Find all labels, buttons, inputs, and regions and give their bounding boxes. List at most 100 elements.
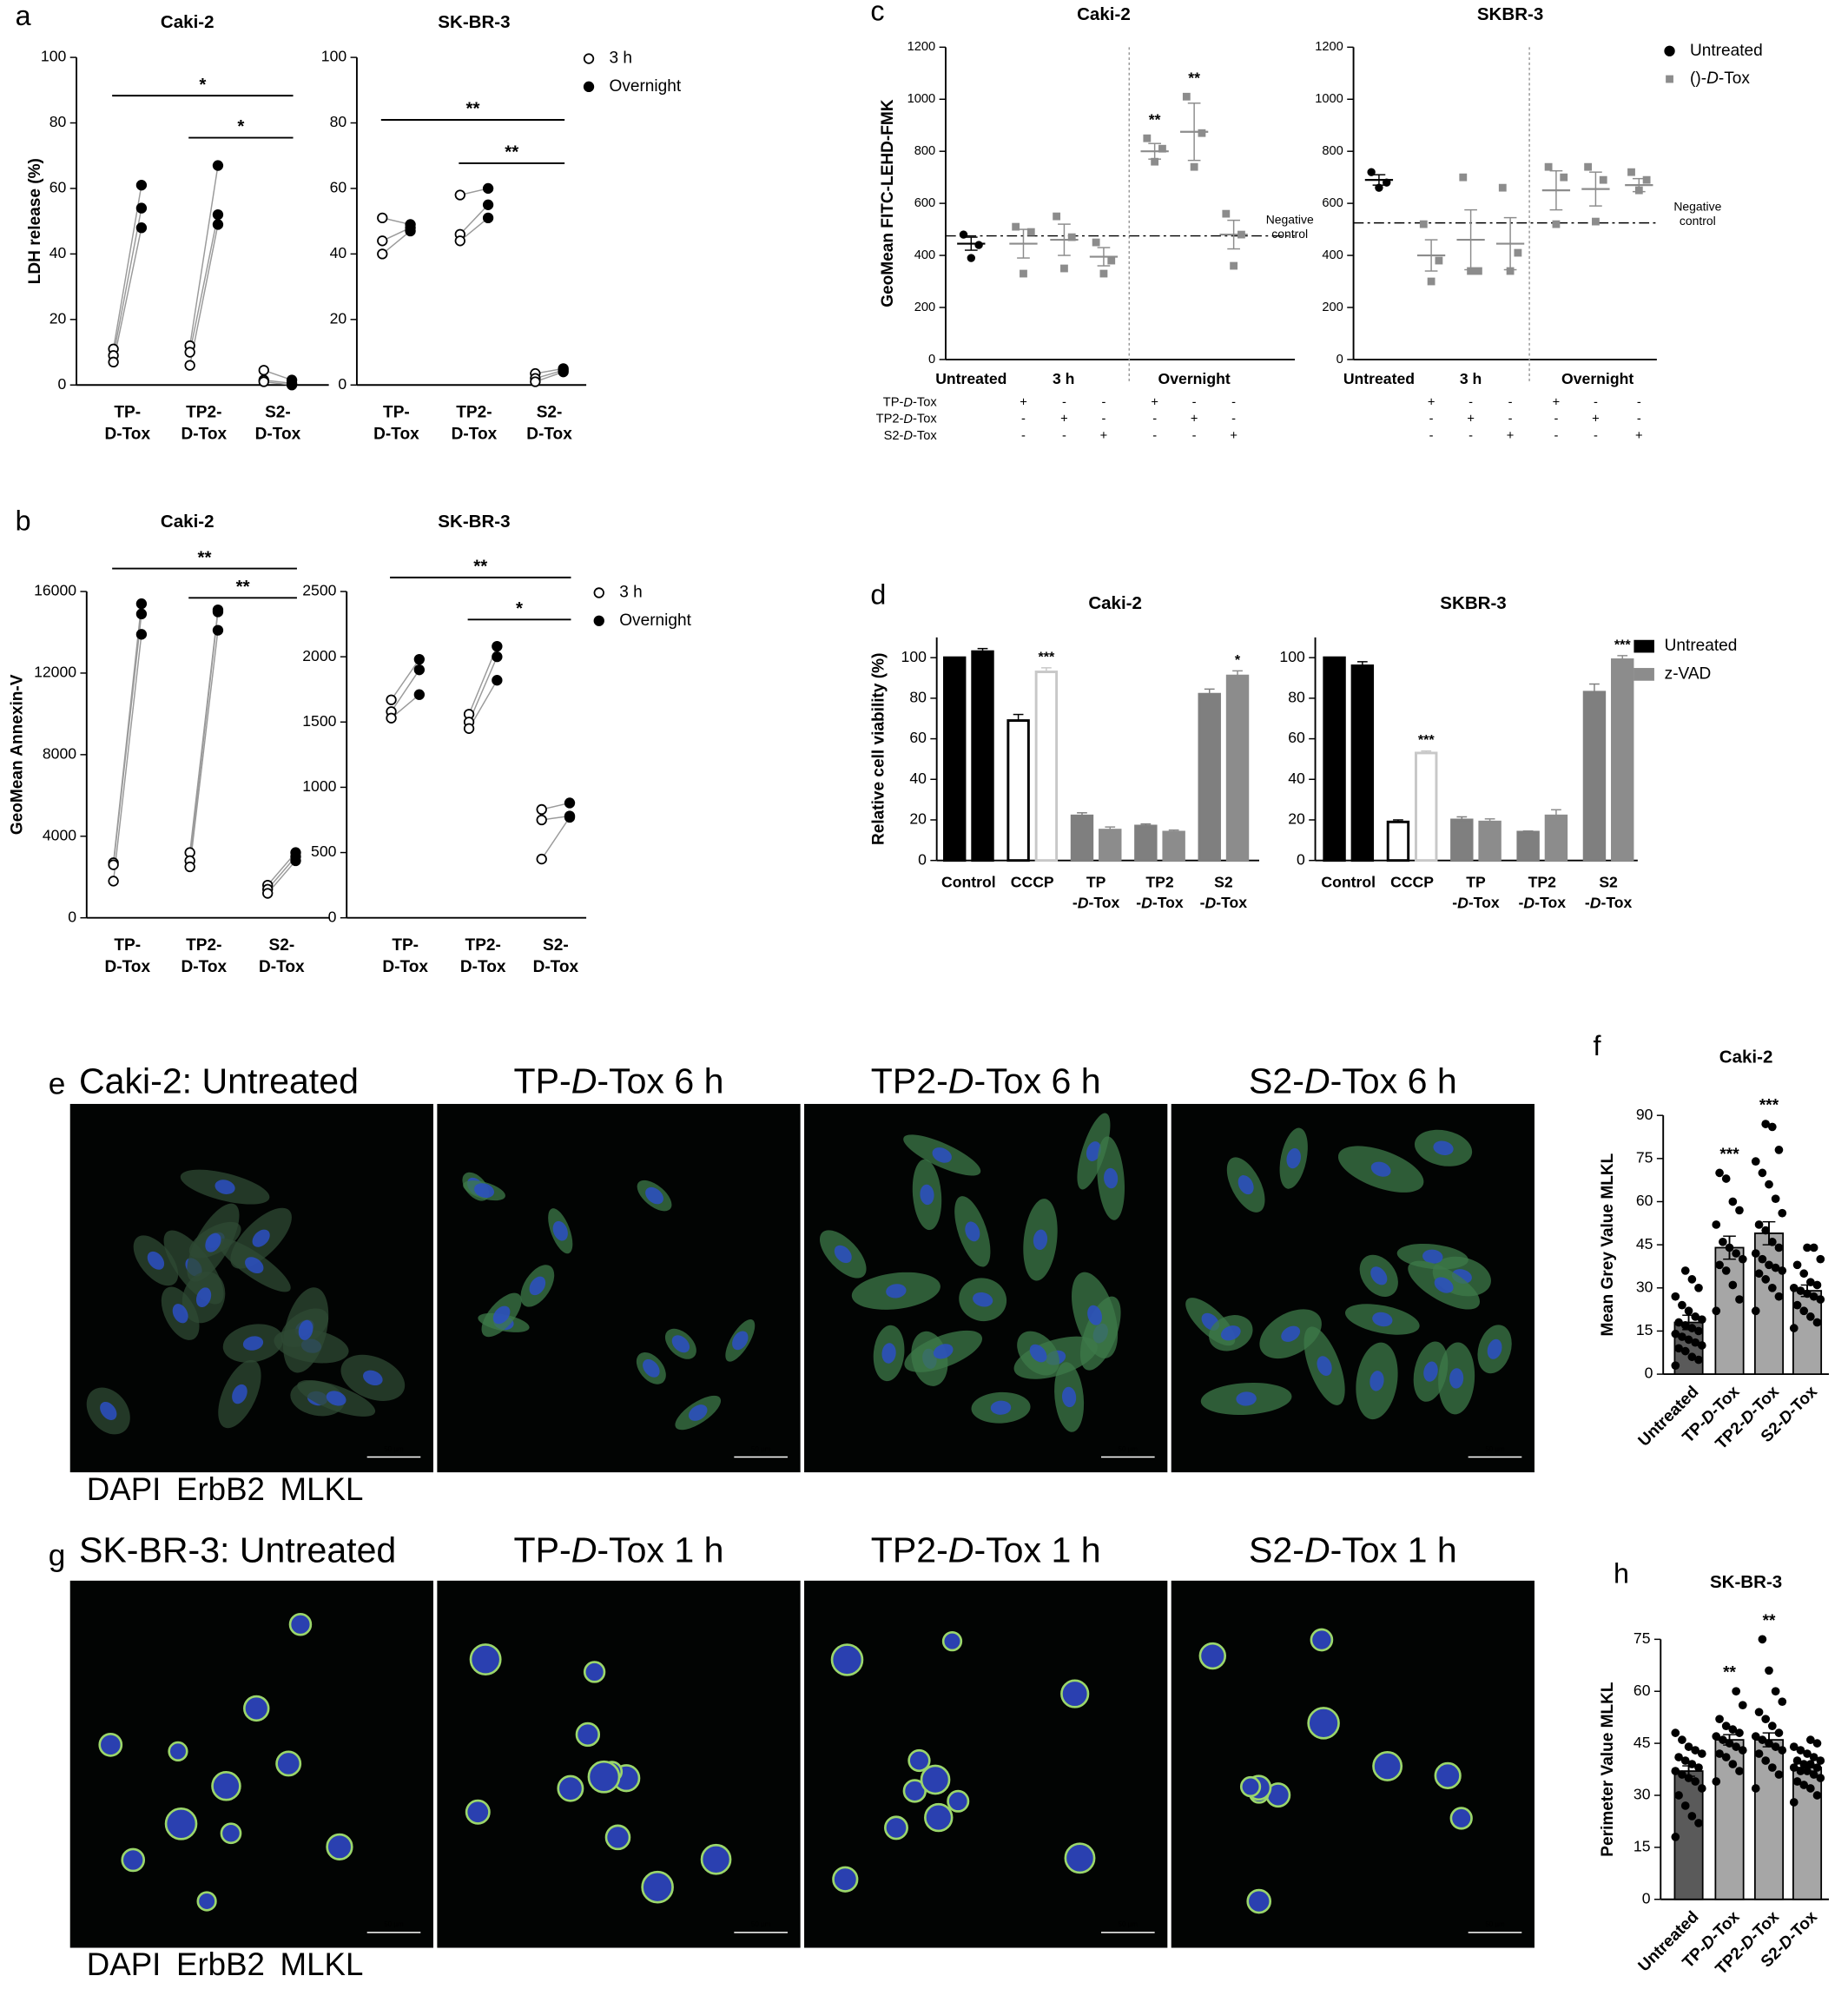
bar — [943, 656, 967, 862]
y-tick-label: 1500 — [302, 712, 336, 730]
point — [1789, 1798, 1798, 1807]
point — [1498, 183, 1507, 192]
point — [482, 182, 494, 195]
nucleus — [643, 1358, 660, 1378]
point — [1684, 1306, 1693, 1316]
point — [1738, 1254, 1747, 1264]
point — [1459, 173, 1468, 182]
point — [463, 723, 475, 734]
point — [1143, 134, 1152, 142]
point — [1721, 1266, 1731, 1275]
y-tick-label: 8000 — [43, 745, 76, 763]
image-title: S2-D-Tox 6 h — [1249, 1061, 1457, 1100]
point — [1751, 1157, 1760, 1166]
cell — [168, 1741, 188, 1762]
cell — [121, 1847, 146, 1873]
y-tick-label: 60 — [1634, 1682, 1651, 1699]
channel-label: ErbB2 — [176, 1946, 265, 1982]
y-tick-label: 60 — [50, 179, 67, 196]
micrograph — [69, 1580, 433, 1948]
table-cell: + — [1020, 396, 1027, 410]
cell — [920, 1764, 951, 1795]
table-cell: - — [1231, 396, 1236, 410]
point — [108, 356, 119, 368]
nucleus — [920, 1184, 934, 1206]
nucleus — [933, 1344, 954, 1359]
table-cell: - — [1429, 413, 1434, 426]
point — [536, 814, 547, 826]
point — [1758, 1254, 1767, 1264]
nucleus — [932, 1147, 952, 1163]
y-axis-label: Mean Grey Value MLKL — [1599, 1153, 1617, 1336]
nucleus — [1087, 1305, 1103, 1325]
pair-line — [390, 669, 420, 712]
point — [1678, 1300, 1686, 1310]
point — [1599, 175, 1607, 184]
point — [1728, 1725, 1738, 1734]
scale-bar-label: 50 µm — [1119, 1920, 1138, 1928]
y-tick-label: 1200 — [908, 40, 936, 54]
point — [1678, 1735, 1686, 1744]
point — [1684, 1335, 1693, 1345]
chart-title: Caki-2 — [1077, 4, 1131, 24]
point — [1761, 1275, 1771, 1284]
nucleus — [529, 1276, 546, 1296]
pair-line — [390, 658, 420, 701]
point — [1190, 162, 1198, 171]
reference-label: Negative — [1266, 213, 1314, 227]
y-tick-label: 0 — [328, 908, 337, 925]
table-cell: - — [1231, 413, 1236, 426]
y-tick-label: 100 — [321, 48, 347, 65]
point — [1751, 1306, 1760, 1316]
point — [1691, 1338, 1700, 1347]
bar — [1450, 818, 1474, 862]
point — [1627, 168, 1635, 176]
bar — [1478, 820, 1502, 862]
point — [482, 212, 494, 224]
point — [1767, 1722, 1777, 1730]
point — [1671, 1329, 1680, 1338]
x-group-label: Untreated — [935, 370, 1006, 387]
point — [108, 859, 119, 870]
panel-letter: d — [870, 578, 886, 610]
image-title: TP-D-Tox 1 h — [514, 1530, 724, 1570]
bar — [1415, 751, 1438, 862]
pair-line — [459, 204, 489, 235]
point — [386, 694, 397, 705]
x-tick-label: TP- — [383, 404, 410, 422]
point — [1107, 256, 1116, 265]
nucleus — [1317, 1356, 1332, 1376]
point — [536, 803, 547, 816]
cell — [220, 1822, 242, 1845]
point — [454, 235, 465, 247]
y-tick-label: 800 — [1322, 144, 1343, 158]
channel-label: ErbB2 — [176, 1471, 265, 1507]
point — [1674, 1791, 1683, 1800]
table-cell: + — [1100, 429, 1108, 443]
point — [290, 855, 301, 867]
significance-label: * — [516, 598, 523, 618]
cell — [469, 1643, 502, 1676]
point — [1732, 1687, 1740, 1696]
micrograph — [804, 1580, 1168, 1948]
point — [1721, 1174, 1731, 1183]
point — [1427, 277, 1436, 286]
x-tick-label: TP2- — [186, 936, 221, 955]
point — [1694, 1819, 1703, 1827]
y-tick-label: 800 — [914, 144, 935, 158]
y-tick-label: 75 — [1634, 1629, 1651, 1647]
channel-label: MLKL — [280, 1946, 364, 1982]
nucleus — [1370, 1371, 1384, 1391]
y-tick-label: 80 — [330, 113, 347, 130]
panel-letter: h — [1614, 1558, 1629, 1589]
significance-label: ** — [198, 547, 212, 567]
channel-label: DAPI — [87, 1946, 162, 1982]
x-tick-label: D-Tox — [382, 958, 428, 976]
point — [135, 202, 148, 214]
table-cell: - — [1468, 396, 1473, 410]
point — [1771, 1742, 1780, 1751]
point — [1694, 1283, 1703, 1292]
x-tick-label: S2 — [1214, 874, 1233, 891]
point — [286, 380, 298, 391]
scale-bar-label: 50 µm — [384, 1445, 404, 1453]
